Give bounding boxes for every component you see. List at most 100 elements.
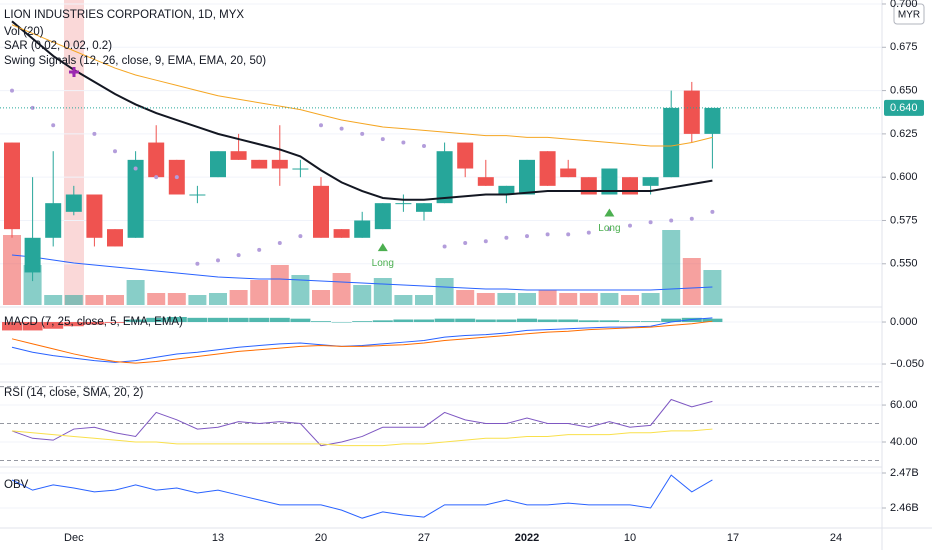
sar-dot (525, 234, 529, 239)
candle-body (560, 168, 577, 178)
candle-body (86, 194, 103, 238)
moving-average-line (11, 24, 713, 147)
volume-bar (415, 295, 433, 305)
macd-histogram-bar (208, 317, 228, 323)
sar-dot (133, 166, 138, 171)
volume-bar (476, 293, 495, 305)
volume-bar (167, 293, 186, 305)
macd-histogram-bar (331, 322, 352, 323)
macd-histogram-bar (496, 319, 517, 323)
volume-bar (188, 295, 207, 305)
indicator-label: Swing Signals (12, 26, close, 9, EMA, EM… (4, 55, 266, 67)
sar-dot (339, 126, 344, 131)
candle-body (45, 203, 62, 238)
macd-histogram-bar (661, 318, 682, 323)
sar-dot (216, 258, 220, 263)
candle-body (65, 194, 82, 212)
volume-bar (229, 290, 248, 305)
macd-histogram-bar (455, 318, 476, 323)
macd-histogram-bar (702, 318, 723, 323)
indicator-label: Vol (20) (4, 26, 44, 38)
macd-histogram-bar (393, 319, 414, 323)
macd-histogram-bar (125, 319, 146, 323)
sar-dot (689, 216, 694, 221)
volume-bar (538, 290, 557, 305)
macd-line (11, 317, 713, 363)
candle-body (457, 142, 474, 169)
volume-bar (64, 295, 83, 305)
volume-bar (332, 273, 351, 305)
sar-dot (236, 253, 241, 258)
volume-bar (394, 295, 413, 305)
volume-bar (456, 290, 475, 305)
macd-histogram-bar (578, 320, 599, 323)
signal-label: Long (372, 258, 394, 269)
indicator-label: SAR (0.02, 0.02, 0.2) (4, 40, 112, 52)
sar-dot (422, 144, 426, 149)
volume-bar (147, 293, 166, 305)
sar-dot (277, 240, 282, 245)
macd-histogram-bar (620, 321, 640, 323)
y-tick-label: 0.600 (890, 171, 918, 183)
volume-bar (353, 285, 372, 305)
macd-histogram-bar (146, 317, 167, 323)
y-tick-label: 0.625 (890, 128, 918, 140)
volume-bar (126, 280, 145, 305)
sar-dot (669, 218, 674, 223)
last-price-box (884, 99, 924, 116)
signal-marker (377, 243, 388, 252)
volume-bar (85, 295, 104, 305)
y-tick-label: 0.000 (890, 316, 918, 328)
candle-body (4, 142, 20, 230)
y-tick-label: 0.650 (890, 84, 918, 96)
sar-dot (442, 244, 447, 249)
y-tick-label: 2.46B (890, 502, 919, 514)
macd-histogram-bar (2, 322, 22, 331)
rsi-line (11, 398, 713, 447)
candle-body (601, 168, 618, 195)
volume-bar (44, 295, 63, 305)
y-tick-label: 40.00 (890, 436, 918, 448)
sar-dot (566, 232, 571, 237)
sar-dot (10, 88, 14, 93)
macd-histogram-bar (22, 322, 43, 331)
macd-histogram-bar (599, 320, 620, 323)
chart-title: LION INDUSTRIES CORPORATION, 1D, MYX (4, 9, 244, 21)
pane-title: OBV (4, 479, 29, 491)
candle-body (271, 159, 288, 169)
macd-histogram-bar (434, 318, 455, 323)
sar-dot (360, 131, 365, 136)
macd-line (11, 320, 713, 364)
candle-body (374, 203, 391, 230)
volume-bar (23, 265, 42, 305)
candle-body (704, 107, 721, 134)
macd-histogram-bar (187, 317, 208, 323)
candle-body (395, 203, 412, 205)
macd-histogram-bar (228, 317, 249, 323)
macd-histogram-bar (558, 319, 579, 323)
sar-dot (401, 140, 406, 145)
currency-box[interactable] (893, 3, 925, 25)
volume-bar (559, 293, 578, 305)
candle-body (292, 168, 309, 170)
pane-title: MACD (7, 25, close, 5, EMA, EMA) (4, 316, 183, 328)
x-tick-label: 17 (727, 532, 739, 544)
x-tick-label: 20 (315, 532, 327, 544)
signal-label: Long (598, 223, 620, 234)
macd-histogram-bar (414, 319, 434, 323)
sar-dot (545, 232, 550, 237)
sar-dot (92, 131, 97, 136)
volume-bar (662, 230, 681, 305)
volume-bar (209, 293, 227, 305)
sar-dot (154, 175, 159, 180)
macd-histogram-bar (475, 319, 496, 323)
y-tick-label: 0.550 (890, 258, 918, 270)
sar-dot (483, 239, 488, 244)
candle-body (313, 185, 329, 238)
volume-bar (435, 278, 454, 305)
candle-body (148, 142, 165, 178)
macd-histogram-bar (43, 322, 64, 329)
y-tick-label: 0.700 (890, 0, 918, 10)
macd-histogram-bar (290, 318, 311, 323)
